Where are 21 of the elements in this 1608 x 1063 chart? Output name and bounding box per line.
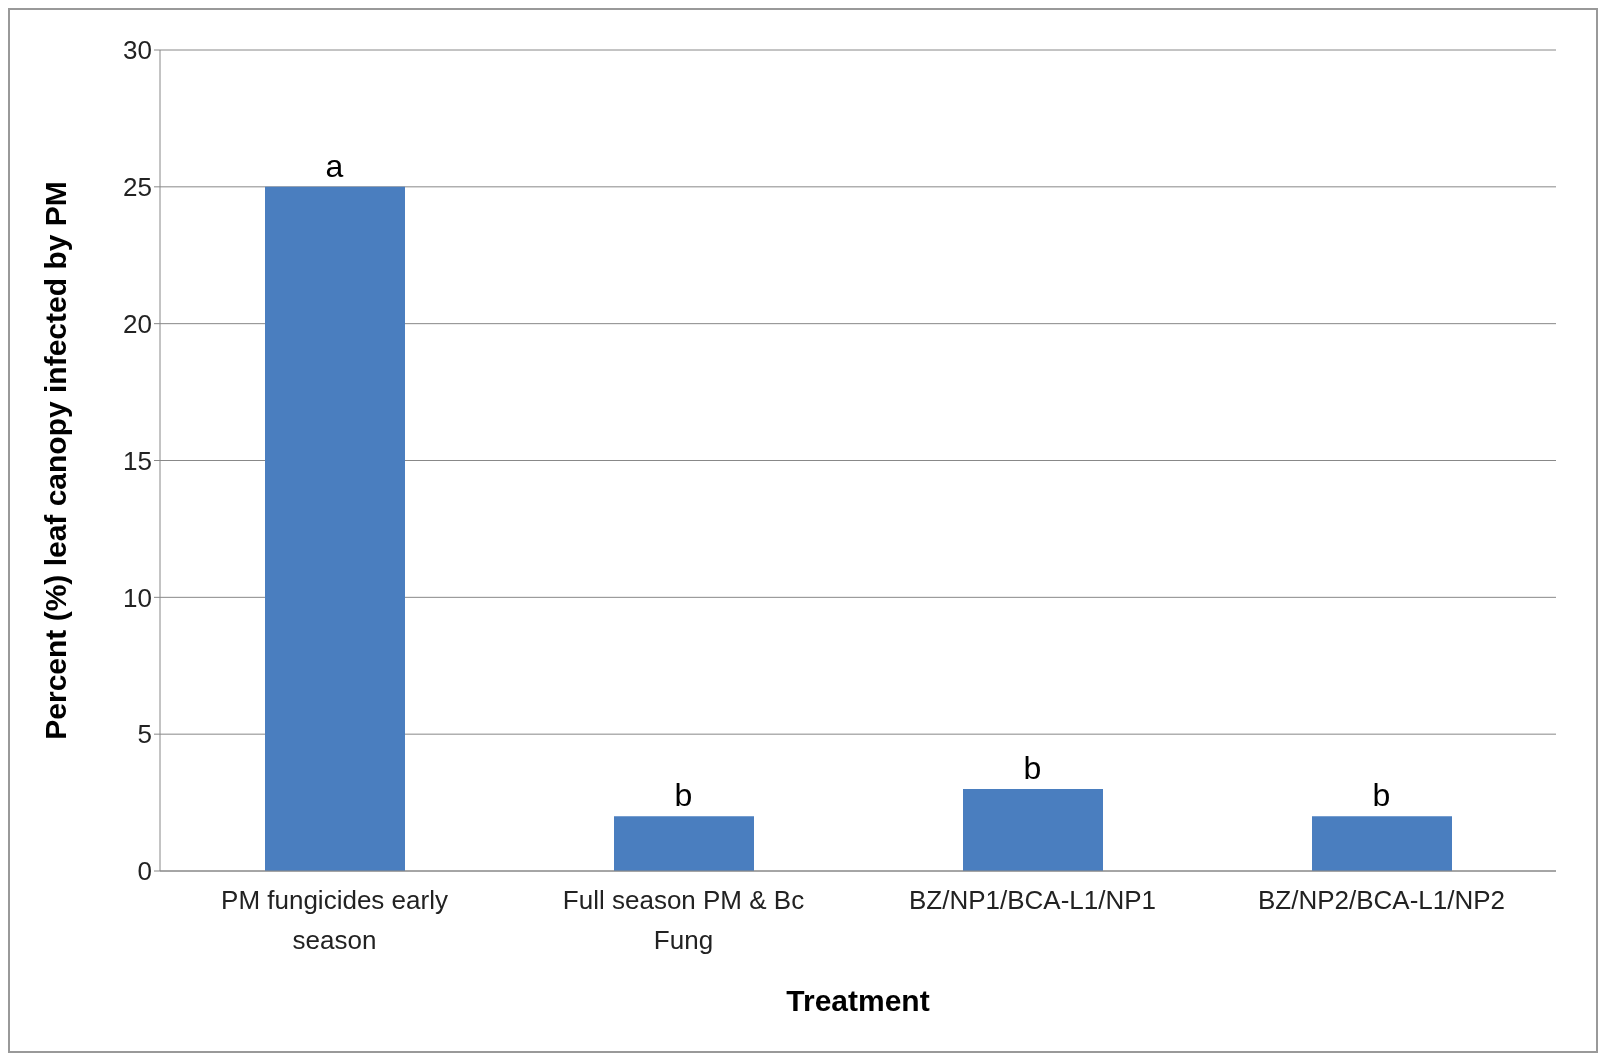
- annotation: b: [1372, 777, 1391, 814]
- y-tick-label: 30: [123, 35, 152, 66]
- bar: [614, 816, 754, 871]
- y-axis-title: Percent (%) leaf canopy infected by PM: [38, 181, 72, 740]
- annotation: b: [674, 777, 693, 814]
- x-tick-label: BZ/NP2/BCA-L1/NP2: [1257, 885, 1506, 915]
- annotation: b: [1023, 749, 1042, 786]
- y-tick-label: 5: [137, 719, 152, 750]
- x-axis-title: Treatment: [786, 984, 930, 1017]
- bar: [265, 186, 405, 871]
- y-tick-label: 15: [123, 445, 152, 476]
- annotation: a: [325, 147, 344, 184]
- bar: [963, 788, 1103, 871]
- y-tick-label: 25: [123, 172, 152, 203]
- y-tick-label: 20: [123, 308, 152, 339]
- y-tick-label: 10: [123, 582, 152, 613]
- y-tick-label: 0: [137, 856, 152, 887]
- bar: [1312, 816, 1452, 871]
- x-tick-label: Full season PM & Bc Fung: [562, 885, 805, 955]
- x-tick-label: PM fungicides early season: [221, 885, 448, 955]
- x-tick-label: BZ/NP1/BCA-L1/NP1: [908, 885, 1157, 915]
